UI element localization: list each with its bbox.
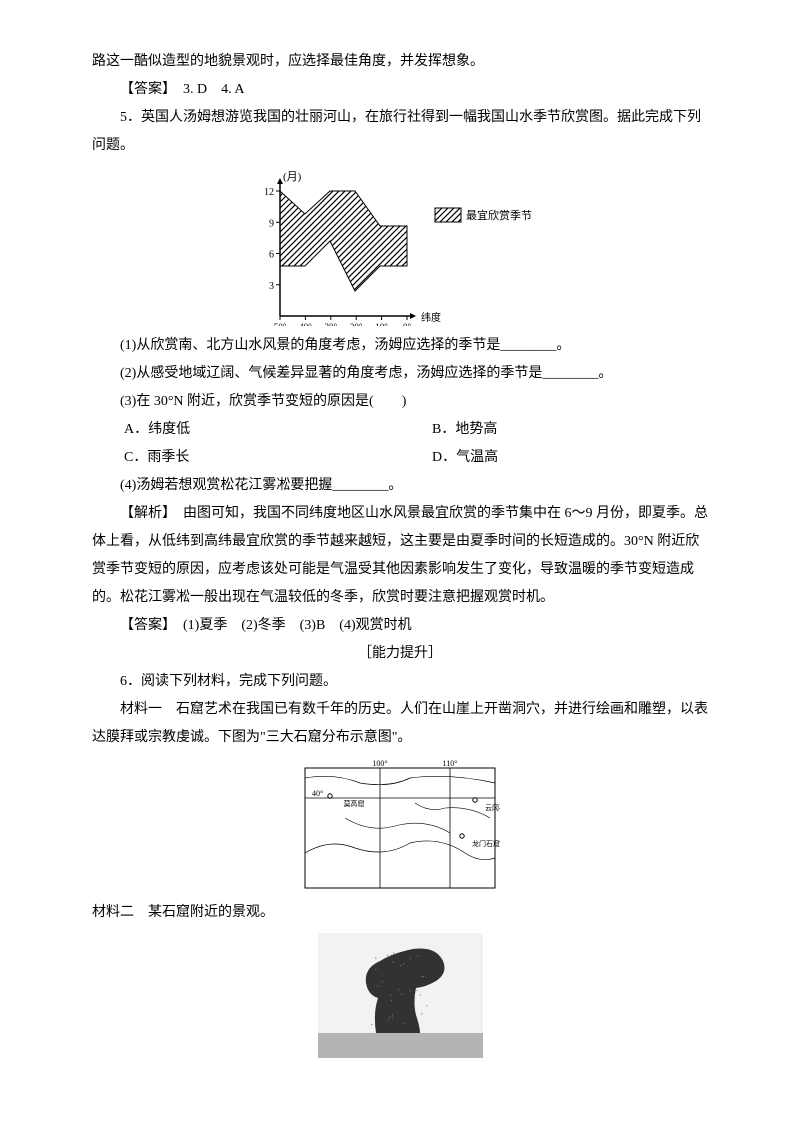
rock-landscape-svg <box>318 933 483 1058</box>
svg-text:100°: 100° <box>372 759 387 768</box>
q5-3-opt-a: A．纬度低 <box>92 416 400 444</box>
season-chart: (月) 3 6 9 12 50° 40° 30° 20° 10° 0° 纬度 最宜欣赏季节 <box>92 166 708 326</box>
svg-text:0°: 0° <box>403 322 412 326</box>
q5-analysis: 【解析】 由图可知，我国不同纬度地区山水风景最宜欣赏的季节集中在 6～9 月份，… <box>92 500 708 612</box>
q6-material-2: 材料二 某石窟附近的景观。 <box>92 899 708 927</box>
grotto-map: 100° 110° 40° 莫高窟 云冈石窟龙门石窟 <box>92 758 708 893</box>
svg-text:50°: 50° <box>274 322 287 326</box>
svg-text:12: 12 <box>264 187 274 198</box>
continued-text: 路这一酷似造型的地貌景观时，应选择最佳角度，并发挥想象。 <box>92 48 708 76</box>
svg-text:最宜欣赏季节: 最宜欣赏季节 <box>466 208 532 222</box>
q5-intro: 5．英国人汤姆想游览我国的壮丽河山，在旅行社得到一幅我国山水季节欣赏图。据此完成… <box>92 104 708 160</box>
q5-1: (1)从欣赏南、北方山水风景的角度考虑，汤姆应选择的季节是________。 <box>92 332 708 360</box>
q5-answer: 【答案】 (1)夏季 (2)冬季 (3)B (4)观赏时机 <box>92 612 708 640</box>
svg-text:3: 3 <box>269 281 274 292</box>
svg-text:云冈石窟: 云冈石窟 <box>485 803 500 812</box>
q6-material-1: 材料一 石窟艺术在我国已有数千年的历史。人们在山崖上开凿洞穴，并进行绘画和雕塑，… <box>92 696 708 752</box>
svg-text:30°: 30° <box>324 322 337 326</box>
svg-text:10°: 10° <box>375 322 388 326</box>
q5-4: (4)汤姆若想观赏松花江雾凇要把握________。 <box>92 472 708 500</box>
svg-text:20°: 20° <box>350 322 363 326</box>
svg-text:莫高窟: 莫高窟 <box>344 799 365 808</box>
svg-text:110°: 110° <box>443 759 458 768</box>
q5-3-opt-c: C．雨季长 <box>92 444 400 472</box>
svg-text:9: 9 <box>269 218 274 229</box>
q5-3: (3)在 30°N 附近，欣赏季节变短的原因是( ) <box>92 388 708 416</box>
svg-text:龙门石窟: 龙门石窟 <box>472 839 500 848</box>
svg-text:纬度: 纬度 <box>421 311 441 324</box>
q6-intro: 6．阅读下列材料，完成下列问题。 <box>92 668 708 696</box>
q5-2: (2)从感受地域辽阔、气候差异显著的角度考虑，汤姆应选择的季节是________… <box>92 360 708 388</box>
svg-text:6: 6 <box>269 250 274 261</box>
grotto-map-svg: 100° 110° 40° 莫高窟 云冈石窟龙门石窟 <box>300 758 500 893</box>
answer-34: 【答案】 3. D 4. A <box>92 76 708 104</box>
season-chart-svg: (月) 3 6 9 12 50° 40° 30° 20° 10° 0° 纬度 最宜欣赏季节 <box>250 166 550 326</box>
svg-text:40°: 40° <box>312 789 323 798</box>
section-label: ［能力提升］ <box>92 640 708 668</box>
rock-landscape <box>92 933 708 1058</box>
q5-3-opt-b: B．地势高 <box>400 416 708 444</box>
q5-3-opt-d: D．气温高 <box>400 444 708 472</box>
svg-text:40°: 40° <box>299 322 312 326</box>
svg-text:(月): (月) <box>283 171 302 183</box>
